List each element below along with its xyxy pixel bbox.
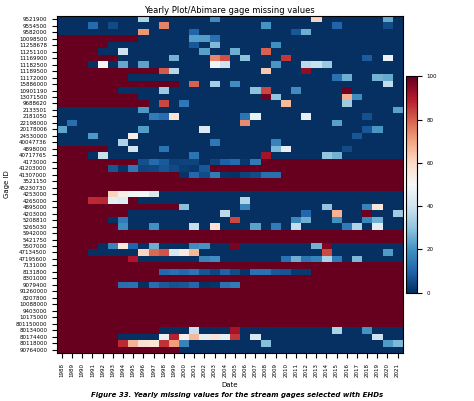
X-axis label: Date: Date <box>221 382 238 388</box>
Text: Figure 33. Yearly missing values for the stream gages selected with EHDs: Figure 33. Yearly missing values for the… <box>91 392 383 398</box>
Title: Yearly Plot/Abimare gage missing values: Yearly Plot/Abimare gage missing values <box>145 6 315 15</box>
Y-axis label: Gage ID: Gage ID <box>4 170 10 198</box>
